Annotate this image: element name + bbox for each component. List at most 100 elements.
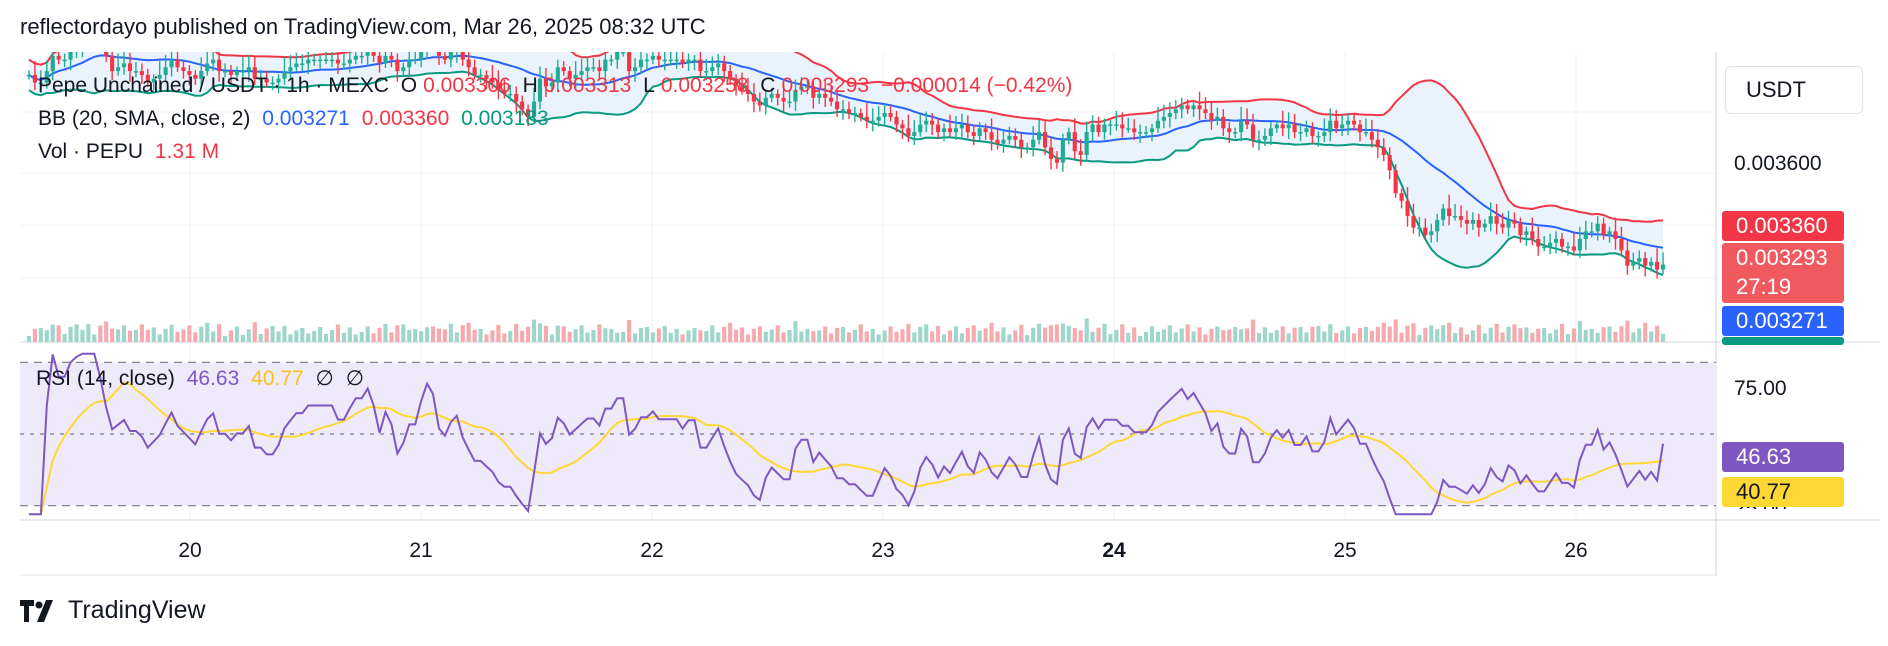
volume-bar — [829, 333, 834, 342]
volume-bar — [38, 328, 43, 342]
volume-bar — [686, 330, 691, 342]
volume-bar — [971, 325, 976, 342]
volume-bar — [1619, 326, 1624, 342]
tradingview-brand[interactable]: TradingView — [20, 596, 206, 625]
volume-bar — [567, 331, 572, 342]
volume-bar — [205, 322, 210, 342]
volume-bar — [1548, 333, 1553, 342]
volume-bar — [799, 331, 804, 342]
volume-bar — [1019, 324, 1024, 342]
candle-body — [288, 67, 293, 72]
rsi-legend[interactable]: RSI (14, close) 46.63 40.77 ∅ ∅ — [36, 366, 370, 391]
rsi-ma-line — [29, 381, 1664, 516]
candle-body — [1595, 223, 1600, 232]
candle-body — [323, 59, 329, 62]
candle-body — [151, 78, 156, 83]
candle-body — [306, 59, 311, 64]
candle-body — [591, 67, 596, 69]
candle-body — [662, 59, 667, 62]
bb-upper-price-tag: 0.003360 — [1722, 211, 1844, 241]
candle-body — [817, 93, 822, 98]
volume-bar — [44, 330, 49, 342]
volume-bar — [1203, 334, 1208, 342]
candle-body — [983, 128, 988, 133]
bb-lower-value: 0.003183 — [461, 107, 549, 130]
candle-body — [561, 67, 566, 72]
volume-legend[interactable]: Vol · PEPU 1.31 M — [38, 140, 225, 164]
candle-body — [656, 55, 661, 60]
symbol-name[interactable]: Pepe Unchained / USDT · 1h · MEXC — [38, 74, 389, 97]
volume-bar — [68, 326, 73, 342]
volume-bar — [80, 329, 85, 342]
candle-body — [728, 71, 733, 79]
candle-body — [1553, 238, 1559, 243]
volume-bar — [1643, 322, 1648, 342]
volume-bar — [656, 328, 661, 342]
bb-upper-line — [28, 18, 1664, 223]
candle-body — [799, 86, 804, 91]
candle-body — [371, 52, 376, 56]
volume-bar — [389, 332, 394, 342]
candle-body — [1660, 264, 1666, 270]
candle-body — [240, 71, 245, 73]
candle-body — [531, 101, 537, 117]
candle-body — [609, 59, 614, 62]
bb-legend[interactable]: BB (20, SMA, close, 2) 0.003271 0.003360… — [38, 107, 555, 131]
candle-body — [888, 113, 893, 117]
volume-bar — [1066, 325, 1071, 342]
candle-body — [846, 109, 852, 114]
volume-bar — [561, 326, 566, 342]
candle-body — [1042, 132, 1048, 148]
volume-bar — [1227, 329, 1232, 342]
volume-bar — [300, 328, 305, 342]
volume-bar — [1173, 332, 1178, 342]
volume-bar — [520, 330, 525, 342]
candle-body — [222, 71, 228, 73]
candle-body — [1655, 261, 1660, 270]
candle-body — [585, 67, 590, 72]
candle-body — [757, 101, 762, 106]
symbol-legend[interactable]: Pepe Unchained / USDT · 1h · MEXC O 0.003… — [38, 74, 1078, 98]
candle-body — [1328, 120, 1333, 133]
volume-bar — [775, 325, 780, 342]
volume-bar — [627, 320, 632, 342]
candle-body — [139, 71, 144, 75]
volume-bar — [1031, 327, 1036, 342]
currency-button[interactable]: USDT — [1725, 66, 1863, 114]
volume-bar — [401, 324, 406, 342]
volume-bar — [26, 336, 32, 342]
volume-bar — [864, 331, 869, 342]
volume-bar — [199, 326, 204, 342]
candle-body — [496, 82, 501, 91]
volume-bar — [335, 324, 341, 342]
candle-body — [1013, 135, 1018, 140]
last-price-tag: 0.003293 27:19 — [1722, 243, 1844, 303]
volume-bar — [270, 326, 275, 342]
rsi-label[interactable]: RSI (14, close) — [36, 367, 175, 390]
volume-label[interactable]: Vol · PEPU — [38, 140, 144, 163]
candle-body — [1530, 231, 1535, 239]
candle-body — [395, 59, 400, 72]
volume-bar — [276, 331, 281, 342]
volume-bar — [787, 330, 792, 342]
candle-body — [1429, 231, 1434, 236]
candle-body — [1179, 105, 1184, 110]
candle-body — [199, 71, 204, 79]
volume-bar — [419, 331, 424, 342]
volume-bar — [745, 334, 751, 342]
volume-bar — [1001, 327, 1006, 342]
close-value: 0.003293 — [781, 74, 870, 97]
low-value: 0.003258 — [660, 74, 749, 97]
candle-body — [1185, 105, 1190, 110]
volume-bar — [739, 327, 745, 342]
volume-bar — [1304, 332, 1309, 342]
volume-bar — [751, 328, 756, 342]
candle-body — [977, 128, 982, 136]
candle-body — [906, 128, 911, 136]
close-label: C — [760, 74, 776, 97]
volume-bar — [240, 335, 245, 342]
candle-body — [549, 82, 554, 87]
candle-body — [1066, 132, 1071, 140]
volume-bar — [603, 328, 608, 342]
bb-label[interactable]: BB (20, SMA, close, 2) — [38, 107, 251, 130]
